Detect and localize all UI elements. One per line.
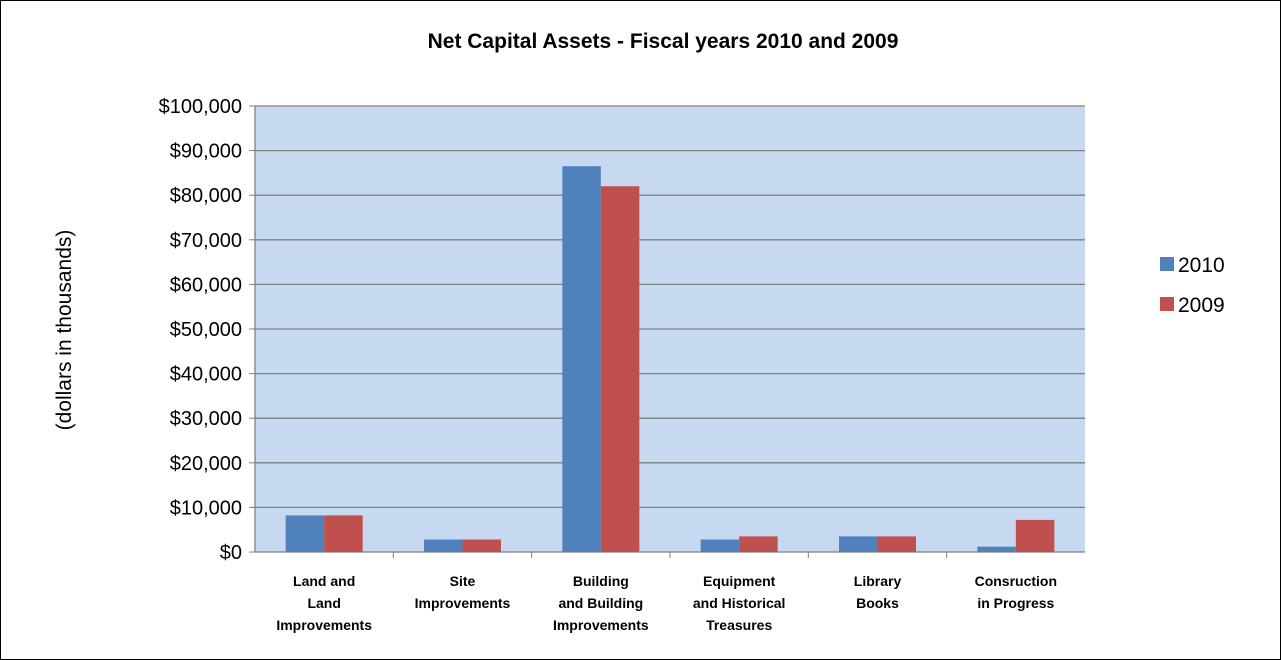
y-tick-label: $60,000 (170, 274, 242, 296)
x-tick-label: Site (450, 573, 476, 589)
x-tick-label: Consruction (975, 573, 1057, 589)
x-tick-label: Library (854, 573, 902, 589)
y-tick-label: $0 (220, 542, 242, 564)
bar-2009-5 (1015, 519, 1055, 552)
x-tick-label: Equipment (703, 573, 776, 589)
bar-2010-0 (285, 515, 325, 552)
bar-2010-5 (977, 546, 1016, 552)
y-tick-label: $10,000 (170, 497, 242, 519)
bar-2009-1 (462, 539, 501, 552)
legend-label-2010: 2010 (1178, 254, 1225, 277)
bar-2010-3 (700, 539, 740, 552)
legend-label-2009: 2009 (1178, 294, 1225, 317)
x-tick-label: in Progress (977, 595, 1054, 611)
y-axis-label: (dollars in thousands) (53, 230, 76, 431)
x-tick-label: and Historical (693, 595, 786, 611)
y-tick-label: $40,000 (170, 364, 242, 386)
bar-2009-0 (324, 515, 363, 552)
x-tick-label: Improvements (553, 617, 649, 633)
x-tick-label: Land (307, 595, 340, 611)
x-tick-label: Building (573, 573, 629, 589)
y-tick-label: $20,000 (170, 453, 242, 475)
y-tick-label: $70,000 (170, 230, 242, 252)
chart-title: Net Capital Assets - Fiscal years 2010 a… (428, 30, 899, 53)
y-tick-label: $50,000 (170, 319, 242, 341)
x-tick-label: Books (856, 595, 899, 611)
y-tick-label: $80,000 (170, 185, 242, 207)
bar-2010-1 (424, 539, 463, 552)
bar-2010-4 (839, 536, 878, 552)
y-tick-label: $30,000 (170, 408, 242, 430)
y-tick-label: $90,000 (170, 141, 242, 163)
legend-swatch-2010 (1160, 257, 1174, 271)
x-tick-label: Improvements (276, 617, 372, 633)
x-tick-label: Improvements (415, 595, 511, 611)
x-tick-label: Land and (293, 573, 355, 589)
bar-2009-4 (877, 536, 916, 552)
bar-2010-2 (562, 166, 601, 552)
x-tick-label: Treasures (706, 617, 772, 633)
bar-2009-3 (739, 536, 778, 552)
y-tick-label: $100,000 (159, 96, 242, 118)
legend-swatch-2009 (1160, 297, 1174, 311)
x-tick-label: and Building (558, 595, 643, 611)
bar-2009-2 (600, 186, 640, 552)
